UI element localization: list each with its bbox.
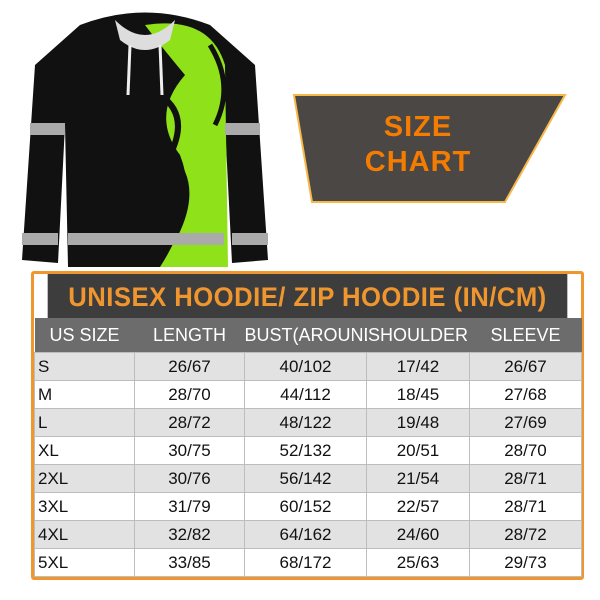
banner-line-2: CHART xyxy=(364,146,472,178)
table-cell: 31/79 xyxy=(134,492,245,521)
column-header: LENGTH xyxy=(134,318,245,353)
table-cell: S xyxy=(34,352,135,381)
hoodie-product-image xyxy=(22,12,268,268)
table-row: 4XL 32/82 64/162 24/60 28/72 xyxy=(34,520,582,549)
table-cell: 52/132 xyxy=(244,436,367,465)
column-header: SHOULDER xyxy=(366,318,470,353)
table-cell: L xyxy=(34,408,135,437)
table-cell: 27/68 xyxy=(469,380,582,409)
table-row: 2XL 30/76 56/142 21/54 28/71 xyxy=(34,464,582,493)
table-row: M 28/70 44/112 18/45 27/68 xyxy=(34,380,582,409)
table-cell: 28/71 xyxy=(469,492,582,521)
table-cell: 28/70 xyxy=(469,436,582,465)
table-cell: 17/42 xyxy=(366,352,470,381)
column-header: US SIZE xyxy=(34,318,135,353)
table-cell: 4XL xyxy=(34,520,135,549)
table-cell: 2XL xyxy=(34,464,135,493)
size-chart-banner xyxy=(292,94,567,203)
table-cell: 64/162 xyxy=(244,520,367,549)
table-cell: 29/73 xyxy=(469,548,582,577)
table-cell: 19/48 xyxy=(366,408,470,437)
table-cell: 3XL xyxy=(34,492,135,521)
table-cell: 28/72 xyxy=(134,408,245,437)
table-cell: 26/67 xyxy=(469,352,582,381)
table-header-row: US SIZE LENGTH BUST(AROUND) SHOULDER SLEEVE xyxy=(34,318,582,353)
banner-line-1: SIZE xyxy=(383,111,453,143)
table-title: UNISEX HOODIE/ ZIP HOODIE (IN/CM) xyxy=(47,274,568,318)
table-cell: 48/122 xyxy=(244,408,367,437)
table-cell: 24/60 xyxy=(366,520,470,549)
size-table: UNISEX HOODIE/ ZIP HOODIE (IN/CM) US SIZ… xyxy=(31,271,584,580)
table-row: 5XL 33/85 68/172 25/63 29/73 xyxy=(34,548,582,577)
table-cell: 28/72 xyxy=(469,520,582,549)
table-cell: 5XL xyxy=(34,548,135,577)
size-chart-heading: SIZE CHART xyxy=(330,110,506,180)
table-cell: 20/51 xyxy=(366,436,470,465)
table-cell: 40/102 xyxy=(244,352,367,381)
table-cell: 27/69 xyxy=(469,408,582,437)
table-cell: 56/142 xyxy=(244,464,367,493)
table-cell: 21/54 xyxy=(366,464,470,493)
table-cell: M xyxy=(34,380,135,409)
column-header: SLEEVE xyxy=(469,318,582,353)
table-cell: XL xyxy=(34,436,135,465)
table-cell: 18/45 xyxy=(366,380,470,409)
table-row: XL 30/75 52/132 20/51 28/70 xyxy=(34,436,582,465)
table-cell: 28/71 xyxy=(469,464,582,493)
table-cell: 44/112 xyxy=(244,380,367,409)
table-row: S 26/67 40/102 17/42 26/67 xyxy=(34,352,582,381)
table-cell: 30/75 xyxy=(134,436,245,465)
table-cell: 22/57 xyxy=(366,492,470,521)
table-cell: 25/63 xyxy=(366,548,470,577)
table-cell: 26/67 xyxy=(134,352,245,381)
column-header: BUST(AROUND) xyxy=(244,318,383,353)
table-cell: 68/172 xyxy=(244,548,367,577)
table-cell: 33/85 xyxy=(134,548,245,577)
table-row: L 28/72 48/122 19/48 27/69 xyxy=(34,408,582,437)
table-cell: 28/70 xyxy=(134,380,245,409)
table-cell: 30/76 xyxy=(134,464,245,493)
table-cell: 60/152 xyxy=(244,492,367,521)
table-cell: 32/82 xyxy=(134,520,245,549)
table-row: 3XL 31/79 60/152 22/57 28/71 xyxy=(34,492,582,521)
